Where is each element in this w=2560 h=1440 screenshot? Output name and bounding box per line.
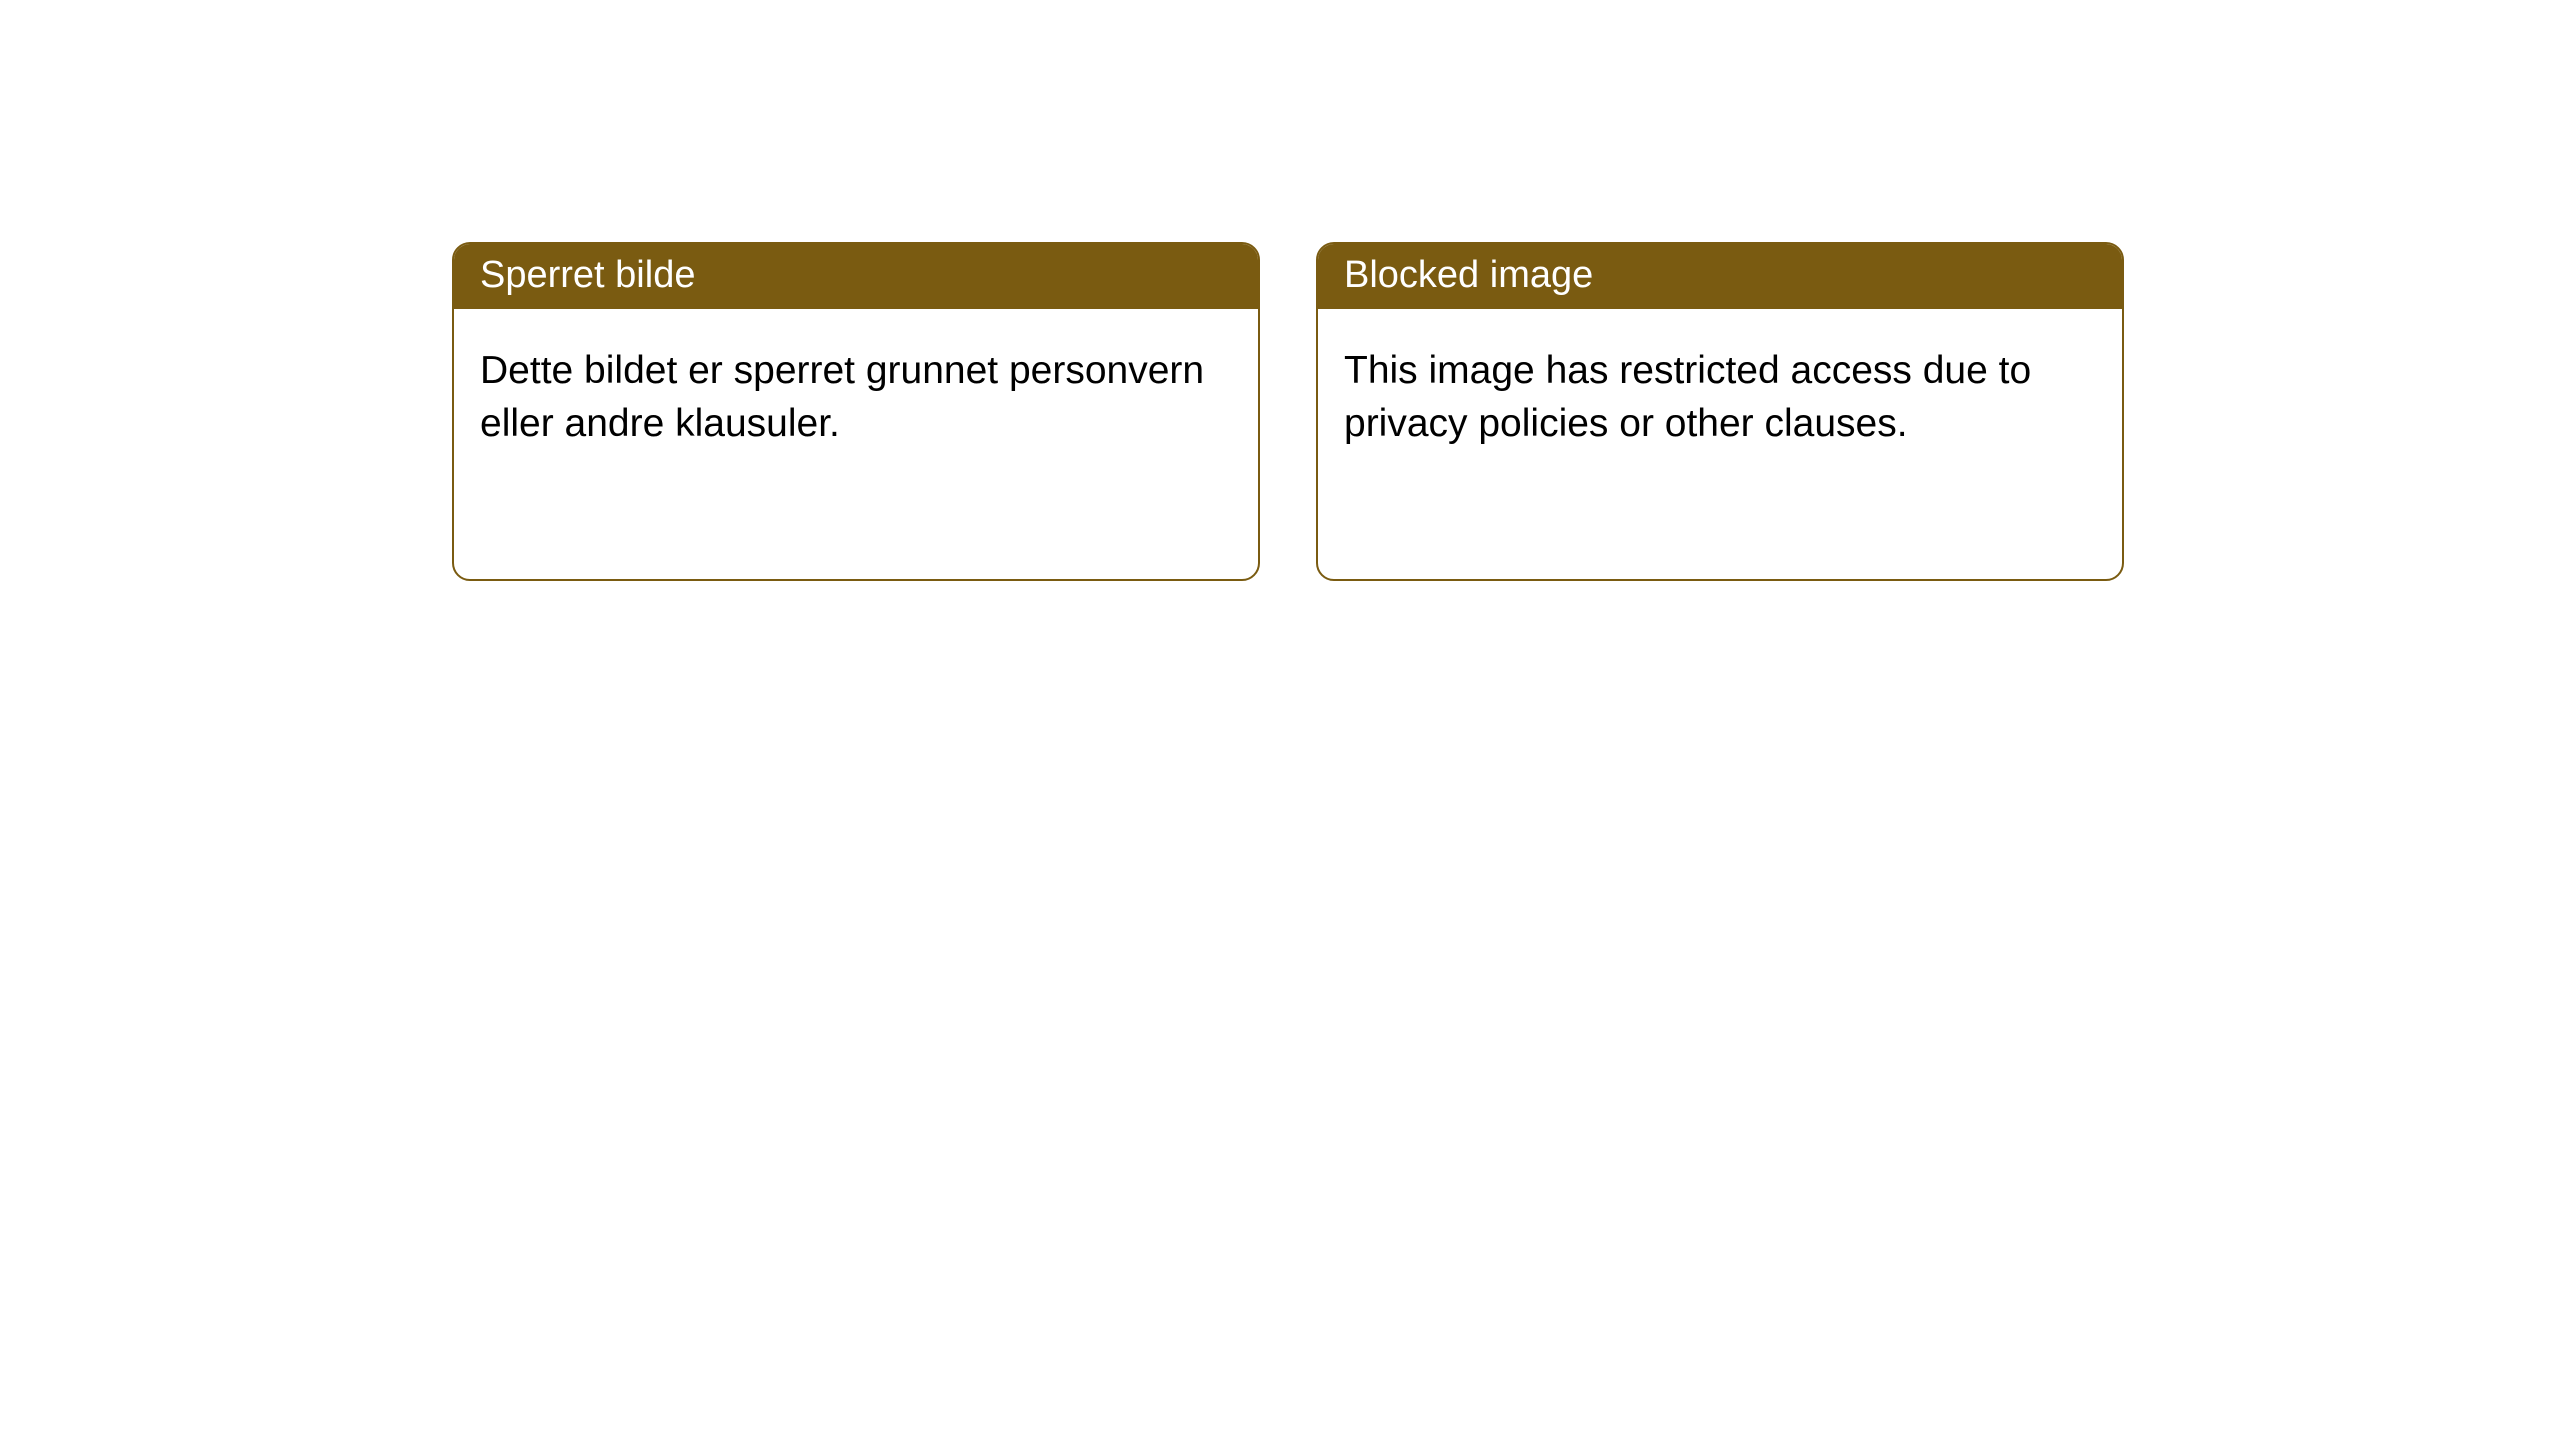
notice-card-body: Dette bildet er sperret grunnet personve… — [454, 309, 1258, 579]
notice-container: Sperret bilde Dette bildet er sperret gr… — [0, 0, 2560, 581]
notice-card-body: This image has restricted access due to … — [1318, 309, 2122, 579]
notice-card-header: Blocked image — [1318, 244, 2122, 309]
notice-card-norwegian: Sperret bilde Dette bildet er sperret gr… — [452, 242, 1260, 581]
notice-card-english: Blocked image This image has restricted … — [1316, 242, 2124, 581]
notice-card-header: Sperret bilde — [454, 244, 1258, 309]
